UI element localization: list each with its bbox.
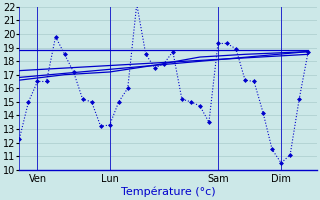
X-axis label: Température (°c): Température (°c): [121, 187, 216, 197]
